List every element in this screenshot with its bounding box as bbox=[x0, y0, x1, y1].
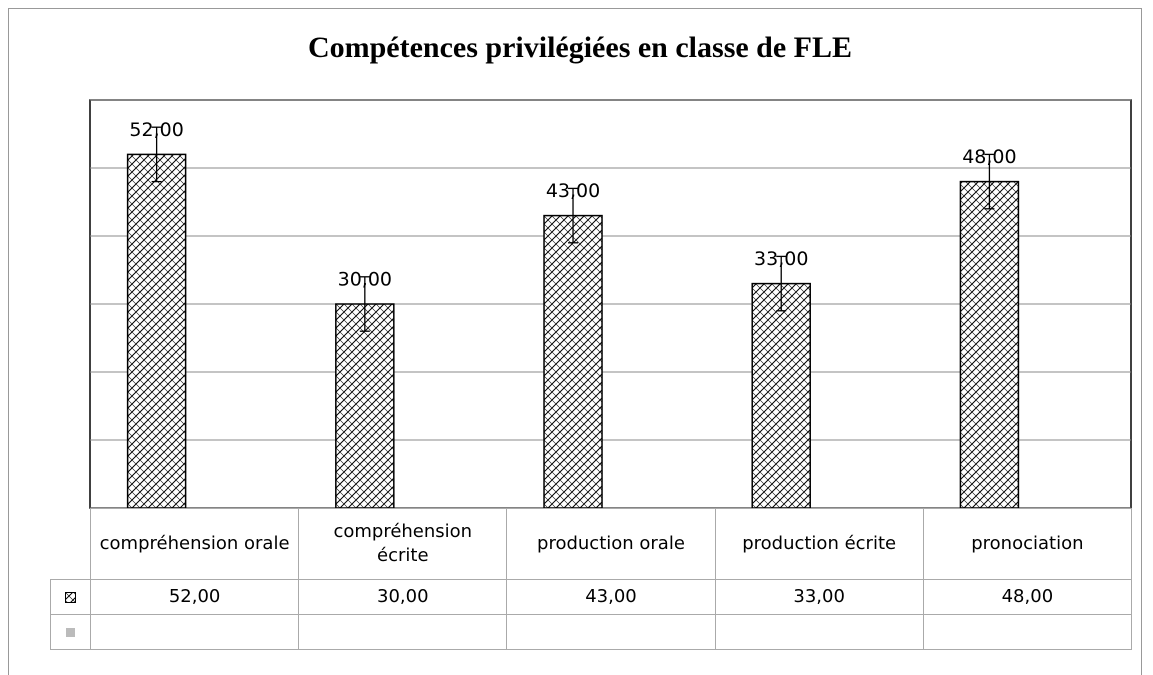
empty-cell bbox=[714, 614, 924, 650]
error-bar bbox=[568, 187, 579, 244]
data-table: compréhension orale compréhension écrite p… bbox=[50, 508, 1133, 650]
error-bar bbox=[776, 255, 787, 312]
chart-frame bbox=[8, 8, 1142, 675]
bar bbox=[126, 153, 187, 509]
category-label: production orale bbox=[506, 508, 716, 580]
empty-cell bbox=[89, 614, 300, 650]
corner-cell bbox=[50, 508, 91, 580]
table-value: 33,00 bbox=[714, 579, 924, 615]
legend-key-cell bbox=[50, 614, 91, 650]
bar bbox=[543, 214, 603, 509]
error-bar bbox=[984, 153, 995, 210]
value-row: 52,00 30,00 43,00 33,00 48,00 bbox=[50, 579, 1133, 615]
table-value: 52,00 bbox=[89, 579, 300, 615]
category-row: compréhension orale compréhension écrite p… bbox=[50, 508, 1133, 580]
chart-title: Compétences privilégiées en classe de FL… bbox=[308, 31, 852, 64]
category-label: compréhension écrite bbox=[298, 508, 508, 580]
empty-cell bbox=[298, 614, 508, 650]
bar bbox=[751, 282, 811, 509]
table-value: 43,00 bbox=[506, 579, 716, 615]
legend-key-cell bbox=[50, 579, 91, 615]
category-label: compréhension orale bbox=[89, 508, 300, 580]
legend-key bbox=[65, 591, 76, 603]
empty-cell bbox=[506, 614, 716, 650]
bar bbox=[335, 303, 395, 509]
bar bbox=[959, 180, 1020, 509]
table-value: 30,00 bbox=[298, 579, 508, 615]
error-bar bbox=[359, 276, 370, 332]
empty-cell bbox=[922, 614, 1133, 650]
empty-row bbox=[50, 614, 1133, 650]
category-label: pronociation bbox=[922, 508, 1133, 580]
table-value: 48,00 bbox=[922, 579, 1133, 615]
legend-key bbox=[66, 627, 75, 637]
error-bar bbox=[151, 126, 162, 183]
category-label: production écrite bbox=[714, 508, 924, 580]
